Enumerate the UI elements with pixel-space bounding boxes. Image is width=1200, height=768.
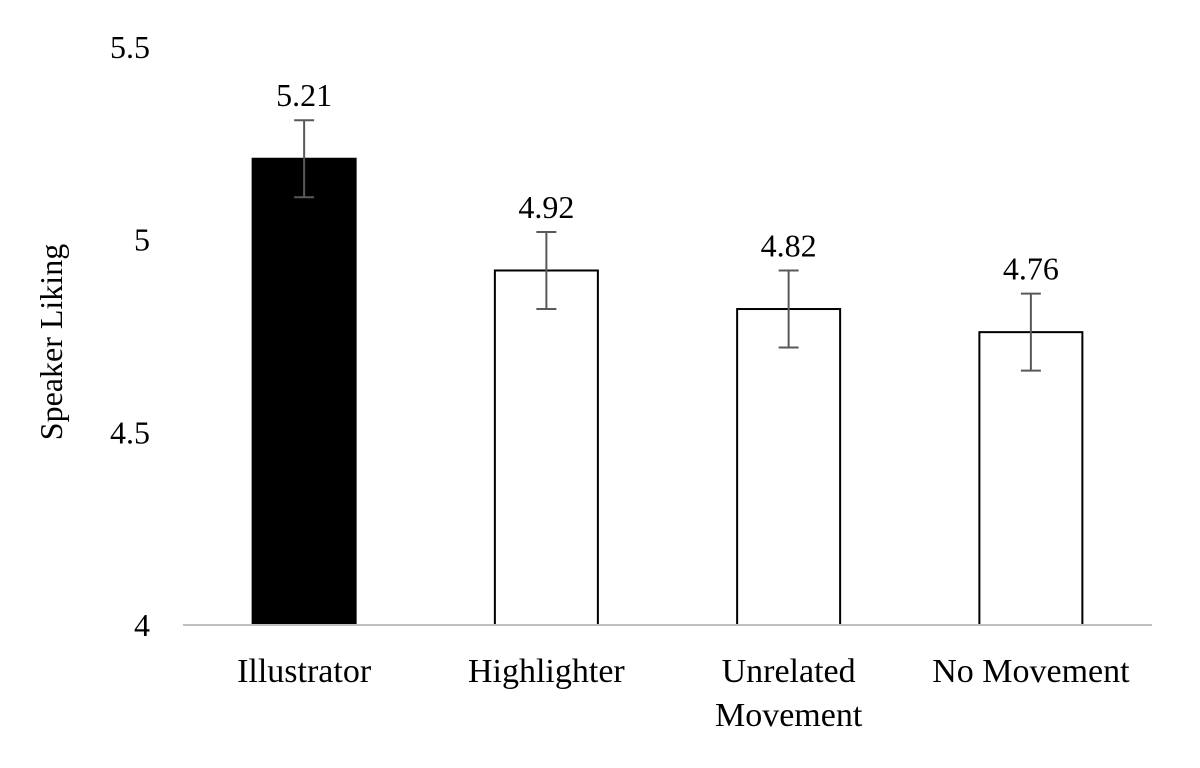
- y-tick-label: 4.5: [110, 414, 150, 450]
- error-bar: [778, 269, 799, 349]
- y-tick-labels: 4 4.5 5 5.5: [110, 29, 150, 643]
- x-tick-label: Highlighter: [468, 653, 625, 690]
- bar: [493, 269, 599, 626]
- error-bar: [294, 119, 315, 199]
- bar: [736, 308, 842, 626]
- data-label: 4.76: [1003, 251, 1059, 287]
- data-label: 4.82: [761, 227, 817, 263]
- x-tick-labels: Illustrator Highlighter Unrelated Movement N…: [237, 653, 1130, 734]
- bar: [978, 331, 1084, 626]
- error-bar: [536, 230, 557, 311]
- bar: [251, 157, 357, 626]
- x-tick-label: Illustrator: [237, 653, 372, 690]
- x-tick-label: Unrelated Movement: [715, 653, 863, 734]
- error-bars: [294, 119, 1041, 372]
- x-tick-label: No Movement: [932, 653, 1130, 690]
- data-labels: 5.21 4.92 4.82 4.76: [276, 77, 1059, 286]
- y-tick-label: 5.5: [110, 29, 150, 65]
- data-label: 5.21: [276, 77, 332, 113]
- y-axis-title: Speaker Liking: [33, 244, 69, 440]
- data-label: 4.92: [518, 189, 574, 225]
- bars: [251, 157, 1084, 626]
- y-tick-label: 4: [134, 607, 150, 643]
- y-tick-label: 5: [134, 222, 150, 258]
- error-bar: [1020, 292, 1041, 372]
